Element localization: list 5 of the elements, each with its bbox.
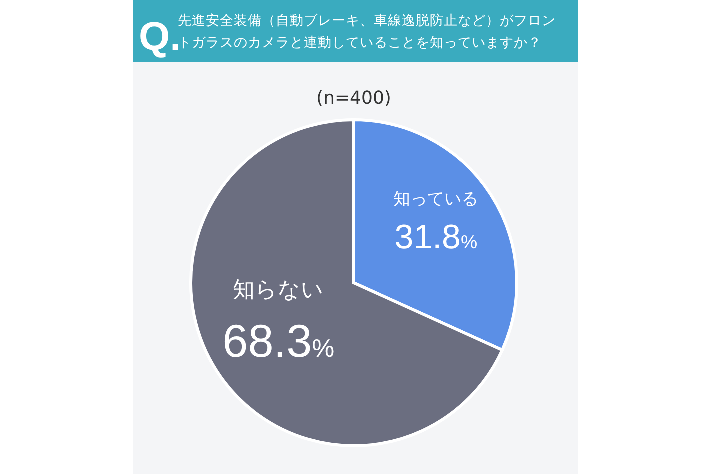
slice-label: 知っている [394, 189, 479, 210]
slice-label: 知らない [233, 278, 324, 304]
data-label: 31.8% [394, 218, 478, 257]
data-label: 68.3% [222, 314, 335, 367]
chart-subtitle: (n=400) [316, 88, 392, 109]
